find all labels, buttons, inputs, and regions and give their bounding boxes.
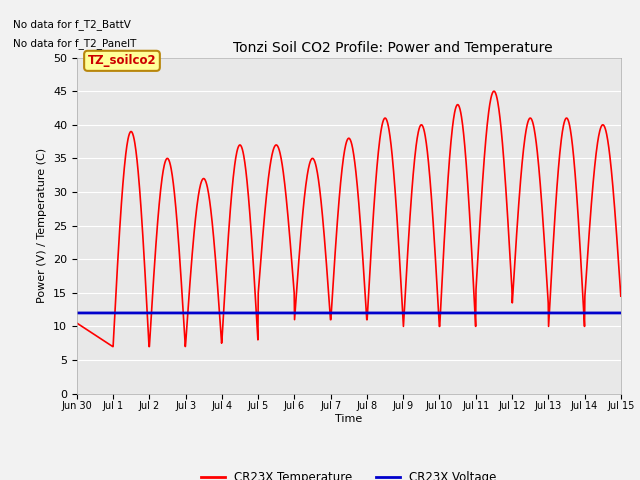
CR23X Temperature — [115, 233, 123, 239]
Text: No data for f_T2_BattV: No data for f_T2_BattV — [13, 19, 131, 30]
CR23X Temperature — [490, 88, 498, 94]
CR23X Voltage — [115, 310, 123, 316]
CR23X Voltage — [617, 310, 625, 316]
CR23X Voltage — [137, 310, 145, 316]
Y-axis label: Power (V) / Temperature (C): Power (V) / Temperature (C) — [37, 148, 47, 303]
CR23X Temperature — [325, 296, 333, 302]
Text: No data for f_T2_PanelT: No data for f_T2_PanelT — [13, 38, 136, 49]
Text: TZ_soilco2: TZ_soilco2 — [88, 54, 156, 67]
Line: CR23X Temperature: CR23X Temperature — [77, 91, 621, 347]
Legend: CR23X Temperature, CR23X Voltage: CR23X Temperature, CR23X Voltage — [196, 466, 501, 480]
Title: Tonzi Soil CO2 Profile: Power and Temperature: Tonzi Soil CO2 Profile: Power and Temper… — [232, 41, 552, 55]
CR23X Temperature — [316, 182, 323, 188]
CR23X Temperature — [304, 168, 312, 174]
CR23X Voltage — [325, 310, 333, 316]
CR23X Voltage — [383, 310, 390, 316]
X-axis label: Time: Time — [335, 414, 362, 424]
CR23X Voltage — [73, 310, 81, 316]
CR23X Temperature — [73, 320, 81, 326]
CR23X Temperature — [617, 293, 625, 299]
CR23X Voltage — [315, 310, 323, 316]
CR23X Temperature — [383, 117, 390, 123]
CR23X Temperature — [138, 211, 145, 216]
CR23X Temperature — [109, 344, 116, 349]
CR23X Voltage — [304, 310, 312, 316]
